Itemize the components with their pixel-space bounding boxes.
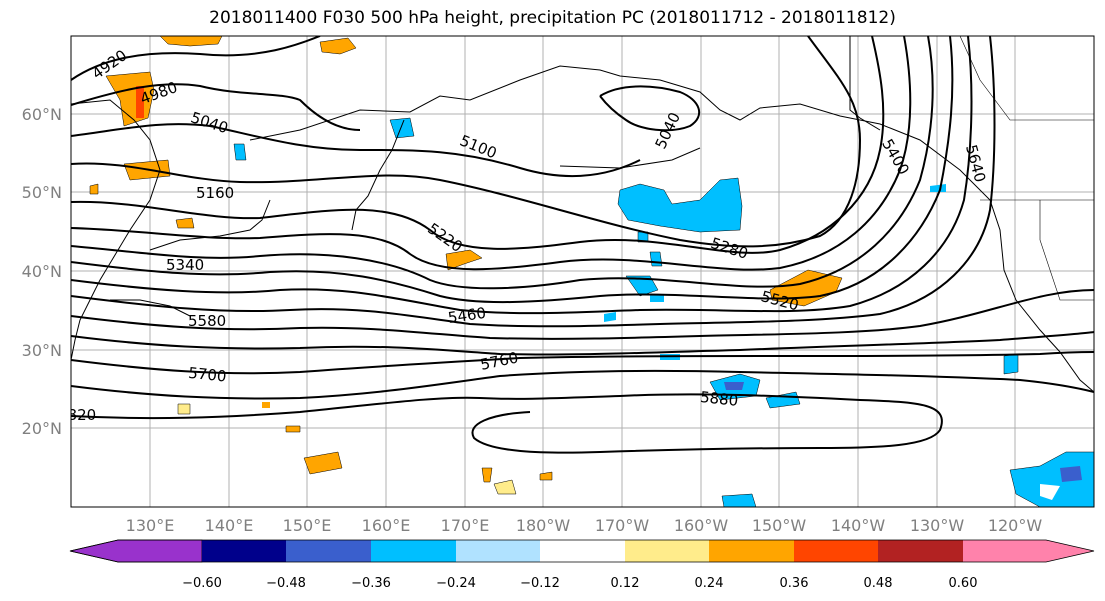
colorbar-tick-label: 0.12	[611, 576, 640, 591]
lat-tick-label: 40°N	[22, 262, 62, 281]
contour-label: 5820	[58, 406, 96, 424]
lat-tick-label: 50°N	[22, 183, 62, 202]
lon-tick-label: 150°W	[752, 516, 807, 535]
contour-label: 5580	[188, 312, 226, 330]
colorbar-bin	[202, 540, 286, 562]
map-frame	[70, 35, 1095, 508]
colorbar-bin	[371, 540, 456, 562]
colorbar: −0.60 −0.48 −0.36 −0.24 −0.12 0.12 0.24 …	[69, 539, 1095, 591]
contour-label: 5160	[196, 184, 234, 202]
colorbar-bin	[878, 540, 963, 562]
colorbar-bin	[456, 540, 540, 562]
colorbar-tick-label: −0.48	[266, 576, 306, 591]
lon-tick-label: 170°W	[595, 516, 650, 535]
colorbar-bin	[625, 540, 709, 562]
colorbar-tick-label: 0.60	[949, 576, 978, 591]
lon-tick-label: 180°W	[516, 516, 571, 535]
colorbar-bin	[709, 540, 794, 562]
colorbar-bin	[794, 540, 878, 562]
contour-label: 5340	[166, 256, 204, 274]
colorbar-tick-label: −0.60	[182, 576, 222, 591]
lon-tick-label: 120°W	[988, 516, 1043, 535]
lon-axis: 130°E 140°E 150°E 160°E 170°E 180°W 170°…	[126, 516, 1043, 535]
lat-axis: 60°N 50°N 40°N 30°N 20°N	[22, 105, 62, 438]
lon-tick-label: 150°E	[283, 516, 332, 535]
colorbar-tick-label: 0.36	[780, 576, 809, 591]
colorbar-tick-label: −0.12	[520, 576, 560, 591]
colorbar-bin	[540, 540, 625, 562]
contour-label: 5700	[187, 364, 227, 386]
lon-tick-label: 160°E	[362, 516, 411, 535]
lon-tick-label: 160°W	[674, 516, 729, 535]
lat-tick-label: 20°N	[22, 419, 62, 438]
colorbar-tick-label: 0.48	[864, 576, 893, 591]
contour-label: 5880	[699, 388, 739, 410]
colorbar-bin	[286, 540, 371, 562]
precip-shading	[89, 36, 1094, 507]
colorbar-tick-label: 0.24	[695, 576, 724, 591]
colorbar-tick-label: −0.36	[351, 576, 391, 591]
colorbar-tick-label: −0.24	[436, 576, 476, 591]
lon-tick-label: 130°W	[910, 516, 965, 535]
colorbar-bin	[963, 540, 1094, 562]
lon-tick-label: 140°E	[205, 516, 254, 535]
colorbar-outline	[69, 539, 1095, 563]
lat-tick-label: 30°N	[22, 341, 62, 360]
lon-tick-label: 140°W	[831, 516, 886, 535]
colorbar-bin	[69, 539, 203, 563]
colorbar-bins	[69, 539, 1095, 563]
height-contours	[71, 36, 1094, 454]
map-title: 2018011400 F030 500 hPa height, precipit…	[209, 8, 896, 28]
colorbar-tick-labels: −0.60 −0.48 −0.36 −0.24 −0.12 0.12 0.24 …	[182, 576, 977, 591]
lat-tick-label: 60°N	[22, 105, 62, 124]
lon-tick-label: 170°E	[441, 516, 490, 535]
lon-tick-label: 130°E	[126, 516, 175, 535]
contour-label: 5460	[447, 304, 487, 327]
